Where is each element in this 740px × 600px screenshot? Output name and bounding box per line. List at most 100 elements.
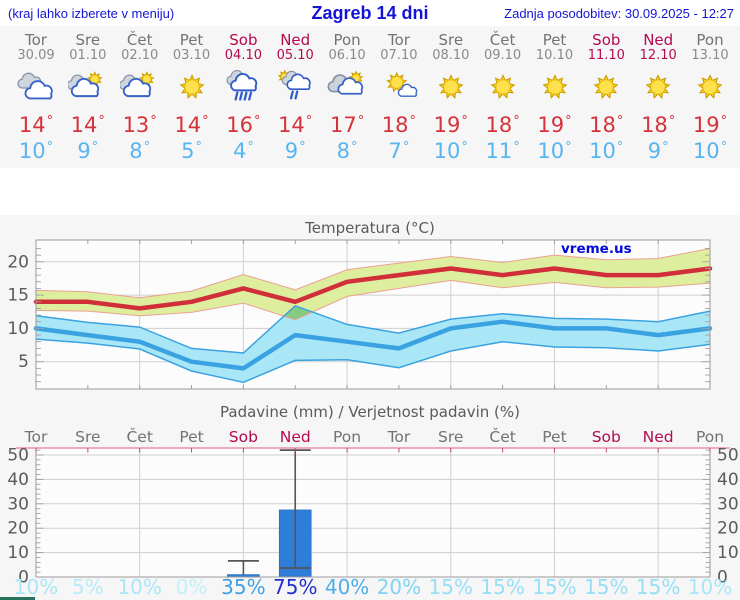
precip-day-label: Ned	[643, 428, 674, 446]
cloudy-icon	[17, 72, 53, 100]
precip-probability: 5%	[72, 575, 104, 599]
day-column[interactable]: Sob 11.10 18° 10°	[580, 26, 632, 163]
max-temp: 19°	[433, 113, 468, 137]
min-temp: 10°	[589, 139, 624, 163]
day-date: 12.10	[639, 48, 677, 63]
precipitation-chart: Padavine (mm) / Verjetnost padavin (%) To…	[7, 403, 738, 599]
watermark-link[interactable]: vreme.us	[561, 241, 632, 257]
temperature-chart: 5 10 15 20 Temperatura (°C) vreme.us	[7, 219, 713, 390]
weather-icon-box	[373, 70, 425, 108]
precip-day-label: Pet	[179, 428, 203, 446]
day-name: Pet	[179, 31, 204, 49]
day-column[interactable]: Ned 12.10 18° 9°	[632, 26, 684, 163]
day-column[interactable]: Pon 06.10 17° 8°	[321, 26, 373, 163]
svg-text:10: 10	[7, 543, 29, 563]
sun-cloud-icon	[66, 71, 103, 98]
day-date: 04.10	[224, 48, 262, 63]
precip-probability: 35%	[221, 575, 265, 599]
max-temp: 14°	[18, 113, 54, 137]
max-temp: 19°	[692, 113, 728, 137]
day-column[interactable]: Sob 04.10 16° 4°	[217, 26, 269, 163]
max-temp: 18°	[641, 113, 676, 137]
max-temp: 18°	[485, 113, 520, 137]
day-column[interactable]: Čet 09.10 18° 11°	[477, 26, 529, 163]
precip-probability: 40%	[325, 575, 369, 599]
weather-icon-box	[529, 70, 581, 108]
charts-canvas: 5 10 15 20 Temperatura (°C) vreme.us Padavine …	[7, 219, 738, 599]
day-name: Sob	[592, 31, 621, 49]
min-temp: 9°	[647, 139, 669, 163]
precip-day-label: Sre	[75, 428, 100, 446]
min-temp: 10°	[692, 139, 728, 163]
sun-icon	[178, 74, 205, 100]
rain-icon	[226, 69, 258, 101]
max-temp: 18°	[589, 113, 624, 137]
min-temp: 5°	[181, 139, 202, 163]
min-temp: 8°	[336, 139, 358, 163]
day-name: Pon	[333, 31, 361, 49]
max-temp: 19°	[537, 113, 572, 137]
weather-icon-box	[166, 70, 218, 108]
day-column[interactable]: Sre 08.10 19° 10°	[425, 26, 477, 163]
max-temp: 13°	[122, 113, 157, 137]
svg-text:30: 30	[7, 494, 29, 514]
last-updated: Zadnja posodobitev: 30.09.2025 - 12:27	[504, 6, 734, 21]
svg-text:40: 40	[717, 470, 739, 490]
precip-probability: 10%	[14, 575, 58, 599]
day-name: Ned	[280, 31, 311, 49]
weather-icon-box	[477, 70, 529, 108]
day-name: Tor	[387, 31, 410, 49]
day-name: Ned	[643, 31, 674, 49]
precip-probability: 75%	[273, 575, 317, 599]
day-date: 10.10	[535, 48, 574, 63]
day-column[interactable]: Tor 07.10 18° 7°	[373, 26, 425, 163]
day-column[interactable]: Pon 13.10 19° 10°	[684, 26, 736, 163]
precip-probability: 15%	[636, 575, 680, 599]
sun-small-cloud-icon	[386, 71, 418, 97]
svg-text:15: 15	[7, 286, 29, 306]
day-column[interactable]: Pet 03.10 14° 5°	[166, 26, 218, 163]
day-column[interactable]: Ned 05.10 14° 9°	[269, 26, 321, 163]
sun-icon	[438, 74, 464, 100]
precip-day-label: Pet	[542, 428, 566, 446]
charts-section: 5 10 15 20 Temperatura (°C) vreme.us Padavine …	[0, 215, 740, 600]
day-column[interactable]: Tor 30.09 14° 10°	[10, 26, 62, 163]
day-name: Sre	[75, 31, 101, 49]
page-title: Zagreb 14 dni	[311, 3, 429, 23]
weather-icon-box	[62, 70, 114, 108]
precip-probability: 15%	[480, 575, 524, 599]
day-column[interactable]: Čet 02.10 13° 8°	[114, 26, 166, 163]
day-date: 03.10	[172, 48, 211, 63]
precip-day-label: Tor	[24, 428, 48, 446]
svg-text:0: 0	[717, 568, 728, 588]
precip-day-label: Pon	[696, 428, 724, 446]
min-temp: 10°	[433, 139, 468, 163]
day-column[interactable]: Sre 01.10 14° 9°	[62, 26, 114, 163]
day-date: 08.10	[432, 48, 470, 63]
sun-icon	[593, 74, 619, 100]
precip-probability: 20%	[377, 575, 421, 599]
precip-day-label: Čet	[126, 427, 152, 446]
precip-day-label: Ned	[280, 428, 311, 446]
max-temp: 14°	[174, 113, 209, 137]
cloud-sun-icon	[327, 70, 364, 95]
svg-text:50: 50	[7, 446, 29, 466]
svg-text:10: 10	[7, 319, 29, 339]
day-date: 11.10	[587, 48, 625, 63]
header-note: (kraj lahko izberete v meniju)	[8, 6, 175, 21]
day-date: 13.10	[691, 48, 729, 63]
svg-text:5: 5	[18, 352, 29, 372]
weather-icon-box	[632, 70, 684, 108]
day-name: Pon	[696, 31, 724, 49]
max-temp: 14°	[278, 113, 313, 137]
day-name: Tor	[25, 31, 47, 49]
weather-icon-box	[580, 70, 632, 108]
day-date: 06.10	[328, 48, 366, 63]
svg-text:40: 40	[7, 470, 29, 490]
precip-probability: 15%	[429, 575, 473, 599]
min-temp: 10°	[18, 139, 54, 163]
precip-probability: 15%	[532, 575, 576, 599]
day-column[interactable]: Pet 10.10 19° 10°	[529, 26, 581, 163]
day-name: Sob	[229, 31, 258, 49]
day-date: 05.10	[276, 48, 314, 63]
